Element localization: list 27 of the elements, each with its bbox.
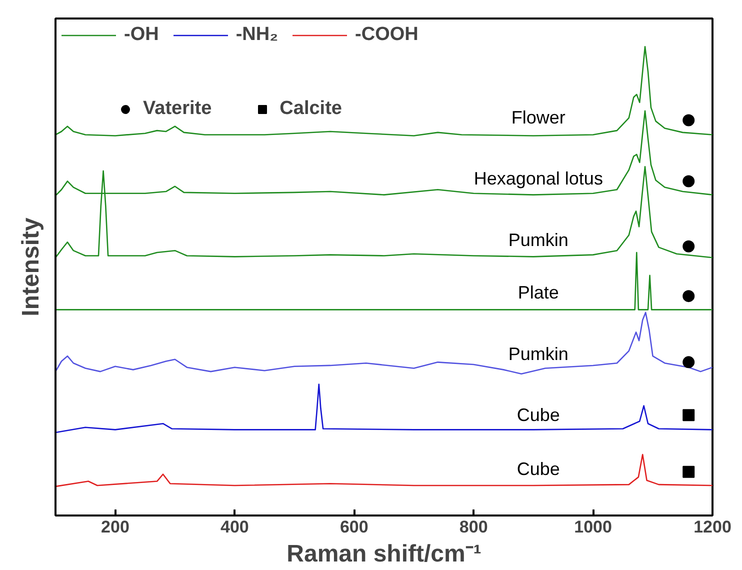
- point: [682, 290, 695, 302]
- legend-label: -NH₂: [236, 24, 278, 46]
- point: [682, 240, 695, 252]
- point: [682, 175, 695, 188]
- annotation: Pumkin: [508, 344, 568, 364]
- annotation: Flower: [511, 107, 566, 128]
- y-axis-title: Intensity: [18, 217, 44, 316]
- legend-label: Calcite: [280, 98, 342, 120]
- x-tick-label: 400: [220, 518, 249, 536]
- annotation: Cube: [516, 459, 560, 480]
- annotation: Cube: [516, 405, 560, 426]
- annotation: Plate: [518, 282, 559, 302]
- x-tick-label: 800: [459, 518, 488, 536]
- x-axis-title: Raman shift/cm⁻¹: [286, 540, 482, 568]
- point: [682, 114, 695, 126]
- legend-label: -COOH: [355, 24, 418, 46]
- point: [682, 409, 695, 422]
- point: [682, 466, 695, 478]
- x-tick-label: 1200: [694, 518, 732, 536]
- x-tick-label: 200: [101, 518, 130, 536]
- annotation: Hexagonal lotus: [474, 168, 603, 188]
- annotation: Pumkin: [508, 230, 568, 250]
- legend-label: Vaterite: [143, 98, 212, 120]
- point: [682, 356, 695, 368]
- legend-label: -OH: [124, 24, 159, 46]
- x-tick-label: 600: [340, 518, 368, 536]
- x-tick-label: 1000: [574, 518, 612, 536]
